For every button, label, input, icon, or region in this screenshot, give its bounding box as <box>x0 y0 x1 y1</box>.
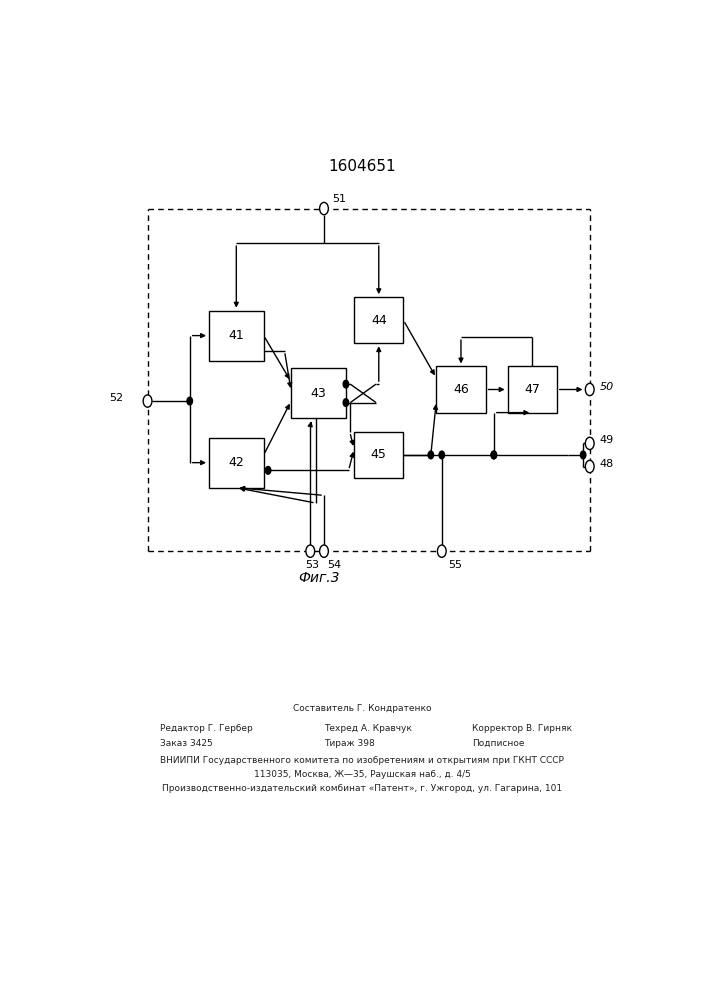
Text: Корректор В. Гирняк: Корректор В. Гирняк <box>472 724 572 733</box>
Circle shape <box>187 397 192 405</box>
Text: Производственно-издательский комбинат «Патент», г. Ужгород, ул. Гагарина, 101: Производственно-издательский комбинат «П… <box>163 784 562 793</box>
Circle shape <box>320 545 328 557</box>
Text: 44: 44 <box>371 314 387 327</box>
Circle shape <box>491 451 496 459</box>
Circle shape <box>265 466 271 474</box>
Bar <box>291 368 346 418</box>
Text: 52: 52 <box>109 393 123 403</box>
Text: Фиг.3: Фиг.3 <box>298 571 339 585</box>
Circle shape <box>343 399 349 406</box>
Bar <box>354 432 404 478</box>
Circle shape <box>320 202 328 215</box>
Circle shape <box>428 451 433 459</box>
Text: Техред А. Кравчук: Техред А. Кравчук <box>324 724 412 733</box>
Text: 41: 41 <box>228 329 244 342</box>
Circle shape <box>438 545 446 557</box>
Text: 1604651: 1604651 <box>329 159 396 174</box>
Text: 53: 53 <box>305 560 319 570</box>
Text: 43: 43 <box>310 387 327 400</box>
Bar <box>508 366 557 413</box>
Text: 113035, Москва, Ж—35, Раушская наб., д. 4/5: 113035, Москва, Ж—35, Раушская наб., д. … <box>254 770 471 779</box>
Text: 51: 51 <box>332 194 346 204</box>
Text: 50: 50 <box>600 381 614 391</box>
Circle shape <box>580 451 586 459</box>
Text: 42: 42 <box>228 456 244 469</box>
Bar <box>209 438 264 488</box>
Text: Заказ 3425: Заказ 3425 <box>160 739 212 748</box>
Text: Редактор Г. Гербер: Редактор Г. Гербер <box>160 724 252 733</box>
Text: 45: 45 <box>371 448 387 461</box>
Circle shape <box>585 383 594 396</box>
Bar <box>436 366 486 413</box>
Text: Подписное: Подписное <box>472 739 525 748</box>
Circle shape <box>343 380 349 388</box>
Circle shape <box>306 545 315 557</box>
Text: 49: 49 <box>600 435 614 445</box>
Text: 55: 55 <box>448 560 462 570</box>
Circle shape <box>439 451 445 459</box>
Text: 46: 46 <box>453 383 469 396</box>
Bar <box>354 297 404 343</box>
Circle shape <box>144 395 152 407</box>
Circle shape <box>585 437 594 450</box>
Text: Составитель Г. Кондратенко: Составитель Г. Кондратенко <box>293 704 431 713</box>
Text: ВНИИПИ Государственного комитета по изобретениям и открытиям при ГКНТ СССР: ВНИИПИ Государственного комитета по изоб… <box>160 756 564 765</box>
Text: 54: 54 <box>327 560 341 570</box>
Text: 47: 47 <box>525 383 540 396</box>
Text: Тираж 398: Тираж 398 <box>324 739 375 748</box>
Circle shape <box>491 451 496 459</box>
Circle shape <box>585 460 594 473</box>
Bar <box>209 311 264 361</box>
Text: 48: 48 <box>600 459 614 469</box>
